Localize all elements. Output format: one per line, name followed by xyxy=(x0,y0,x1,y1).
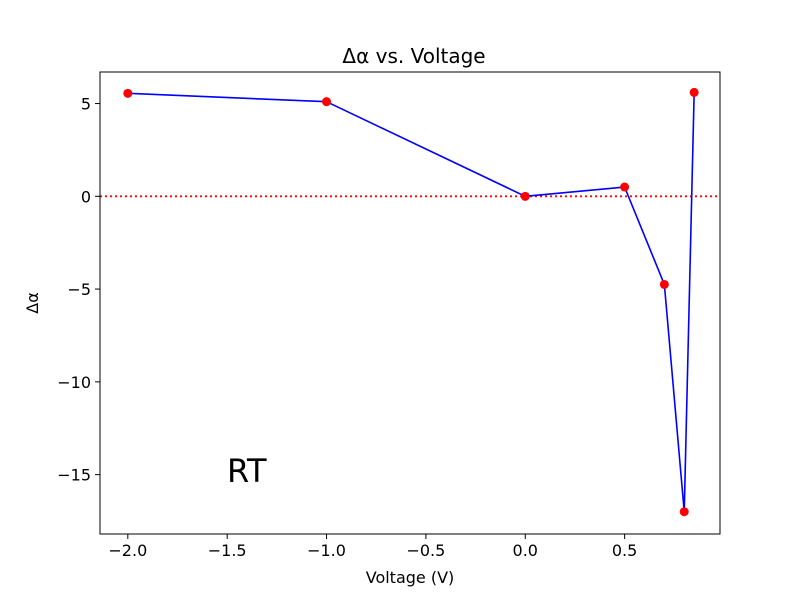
plot-area xyxy=(100,87,720,517)
x-tick-label: −1.0 xyxy=(307,541,346,560)
rt-annotation: RT xyxy=(227,452,267,490)
x-tick-label: 0.0 xyxy=(513,541,538,560)
data-point xyxy=(659,279,669,289)
x-tick-label: −2.0 xyxy=(108,541,147,560)
y-tick-label: 0 xyxy=(81,187,91,206)
x-axis: −2.0 −1.5 −1.0 −0.5 0.0 0.5 xyxy=(108,534,637,560)
x-axis-label: Voltage (V) xyxy=(366,568,455,587)
x-tick-label: 0.5 xyxy=(612,541,637,560)
data-point xyxy=(620,182,630,192)
data-point xyxy=(520,191,530,201)
x-tick-label: −1.5 xyxy=(208,541,247,560)
y-tick-label: −5 xyxy=(67,280,91,299)
y-axis-label: Δα xyxy=(23,292,42,314)
y-tick-label: 5 xyxy=(81,95,91,114)
y-axis: 5 0 −5 −10 −15 xyxy=(57,95,100,485)
series-line xyxy=(127,92,695,513)
data-point xyxy=(689,87,699,97)
plot-frame xyxy=(99,71,721,535)
data-point xyxy=(123,88,133,98)
data-point xyxy=(322,97,332,107)
y-tick-label: −15 xyxy=(57,466,91,485)
chart-title: Δα vs. Voltage xyxy=(342,44,485,68)
y-tick-label: −10 xyxy=(57,373,91,392)
data-point xyxy=(679,507,689,517)
x-tick-label: −0.5 xyxy=(406,541,445,560)
